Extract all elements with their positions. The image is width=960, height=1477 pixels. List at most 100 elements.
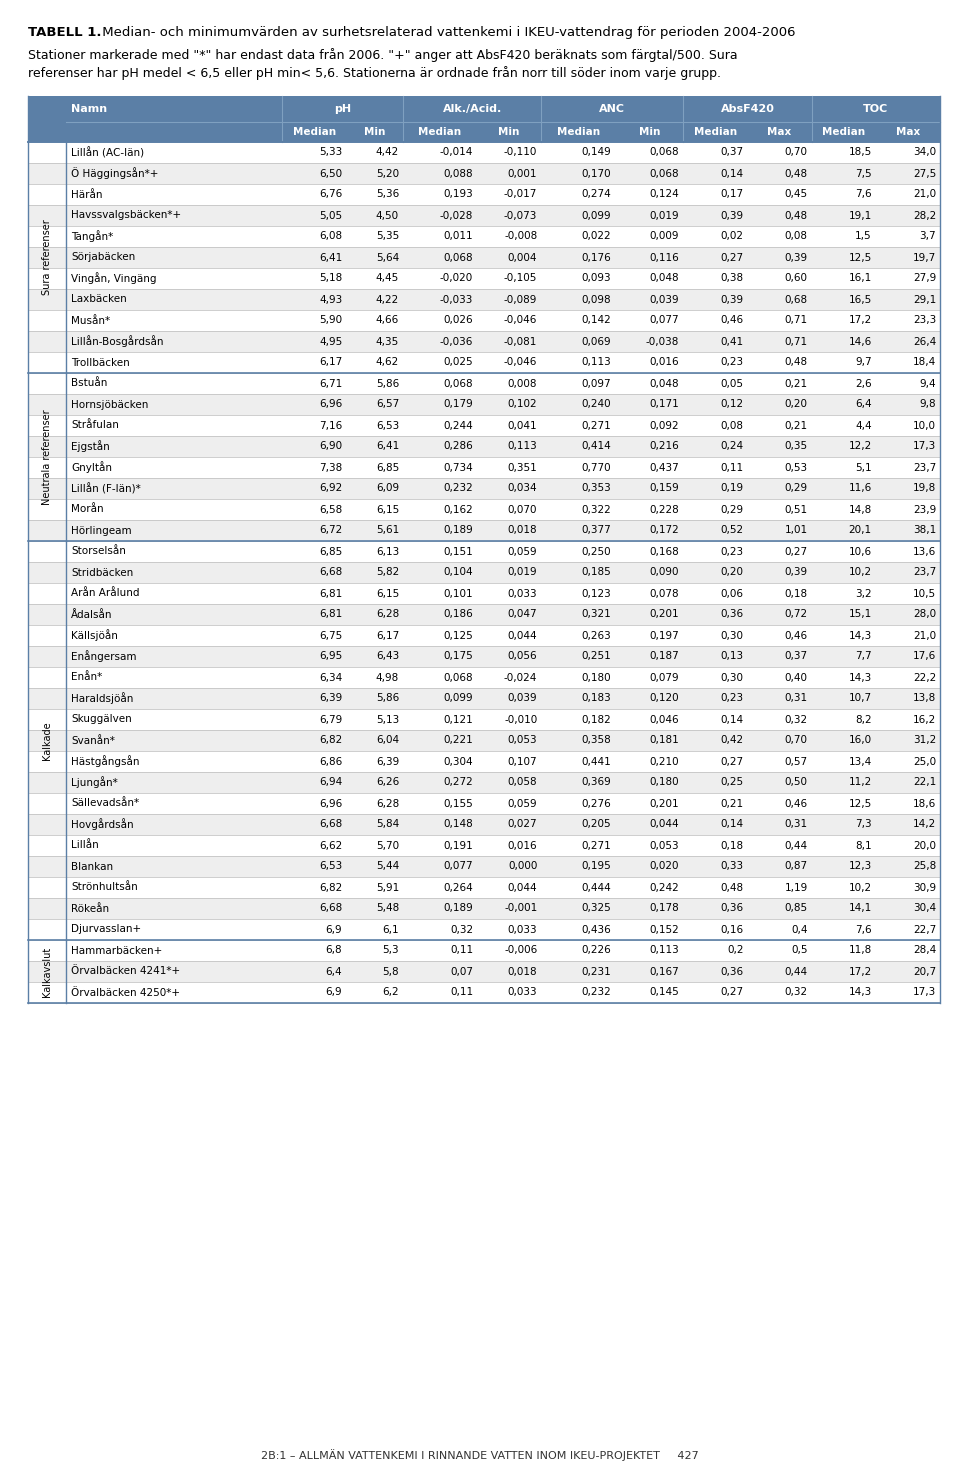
Text: 6,26: 6,26: [375, 777, 399, 787]
Bar: [66, 289, 940, 310]
Text: 0,39: 0,39: [720, 211, 743, 220]
Text: -0,024: -0,024: [504, 672, 538, 682]
Text: 0,079: 0,079: [650, 672, 680, 682]
Text: 0,026: 0,026: [444, 316, 473, 325]
Text: 0,52: 0,52: [720, 526, 743, 536]
Text: 0,099: 0,099: [582, 211, 612, 220]
Text: 0,189: 0,189: [444, 526, 473, 536]
Text: 0,125: 0,125: [444, 631, 473, 641]
Text: Alk./Acid.: Alk./Acid.: [443, 103, 502, 114]
Bar: [66, 374, 940, 394]
Text: 34,0: 34,0: [913, 148, 936, 158]
Text: 0,27: 0,27: [720, 988, 743, 997]
Bar: [28, 750, 66, 772]
Text: 15,1: 15,1: [849, 610, 872, 619]
Text: 0,068: 0,068: [650, 148, 680, 158]
Text: 0,046: 0,046: [650, 715, 680, 725]
Bar: [28, 625, 66, 645]
Text: 0,090: 0,090: [650, 567, 680, 578]
Text: 6,79: 6,79: [319, 715, 342, 725]
Text: -0,010: -0,010: [504, 715, 538, 725]
Text: 6,43: 6,43: [375, 651, 399, 662]
Text: 0,053: 0,053: [508, 736, 538, 746]
Text: 0,159: 0,159: [650, 483, 680, 493]
Text: 27,9: 27,9: [913, 273, 936, 284]
Text: 0,181: 0,181: [650, 736, 680, 746]
Bar: [66, 688, 940, 709]
Text: 0,5: 0,5: [791, 945, 807, 956]
Text: 5,44: 5,44: [375, 861, 399, 871]
Text: 0,21: 0,21: [784, 421, 807, 430]
Text: 21,0: 21,0: [913, 631, 936, 641]
Text: 4,50: 4,50: [376, 211, 399, 220]
Text: 14,2: 14,2: [913, 820, 936, 830]
Bar: [28, 939, 66, 962]
Text: Hornsjöbäcken: Hornsjöbäcken: [71, 399, 149, 409]
Text: 0,068: 0,068: [444, 253, 473, 263]
Text: 0,08: 0,08: [784, 232, 807, 242]
Text: 0,121: 0,121: [444, 715, 473, 725]
Text: Svanån*: Svanån*: [71, 736, 115, 746]
Text: -0,006: -0,006: [504, 945, 538, 956]
Text: 8,2: 8,2: [855, 715, 872, 725]
Text: 20,1: 20,1: [849, 526, 872, 536]
Text: 9,8: 9,8: [920, 399, 936, 409]
Bar: [66, 877, 940, 898]
Text: 0,107: 0,107: [508, 756, 538, 767]
Text: 0,351: 0,351: [508, 462, 538, 473]
Text: 6,09: 6,09: [376, 483, 399, 493]
Text: 7,5: 7,5: [855, 168, 872, 179]
Text: 0,263: 0,263: [582, 631, 612, 641]
Text: 0,53: 0,53: [784, 462, 807, 473]
Text: 0,36: 0,36: [720, 610, 743, 619]
Text: 0,001: 0,001: [508, 168, 538, 179]
Text: 4,35: 4,35: [375, 337, 399, 347]
Text: 0,11: 0,11: [450, 988, 473, 997]
Text: -0,038: -0,038: [646, 337, 680, 347]
Text: 0,304: 0,304: [444, 756, 473, 767]
Text: Namn: Namn: [71, 103, 108, 114]
Text: 16,0: 16,0: [849, 736, 872, 746]
Text: 30,9: 30,9: [913, 882, 936, 892]
Bar: [28, 835, 66, 857]
Text: 0,048: 0,048: [650, 378, 680, 388]
Bar: [66, 456, 940, 479]
Text: 6,57: 6,57: [375, 399, 399, 409]
Text: 0,33: 0,33: [720, 861, 743, 871]
Text: 0,38: 0,38: [720, 273, 743, 284]
Bar: [66, 772, 940, 793]
Bar: [28, 415, 66, 436]
Text: 0,120: 0,120: [650, 694, 680, 703]
Text: 0,216: 0,216: [650, 442, 680, 452]
Text: 0,21: 0,21: [720, 799, 743, 808]
Text: 0,734: 0,734: [444, 462, 473, 473]
Text: 27,5: 27,5: [913, 168, 936, 179]
Text: 0,29: 0,29: [784, 483, 807, 493]
Text: 6,13: 6,13: [375, 546, 399, 557]
Text: 0,116: 0,116: [650, 253, 680, 263]
Text: 1,19: 1,19: [784, 882, 807, 892]
Text: 0,047: 0,047: [508, 610, 538, 619]
Text: 0,004: 0,004: [508, 253, 538, 263]
Bar: [66, 625, 940, 645]
Text: 0,71: 0,71: [784, 316, 807, 325]
Text: 0,19: 0,19: [720, 483, 743, 493]
Text: 0,197: 0,197: [650, 631, 680, 641]
Text: Storselsån: Storselsån: [71, 546, 126, 557]
Text: 0,71: 0,71: [784, 337, 807, 347]
Text: Median: Median: [822, 127, 865, 137]
Text: 4,22: 4,22: [375, 294, 399, 304]
Text: 0,44: 0,44: [784, 840, 807, 851]
Text: 6,82: 6,82: [319, 736, 342, 746]
Text: 0,276: 0,276: [582, 799, 612, 808]
Text: Min: Min: [364, 127, 385, 137]
Bar: [66, 583, 940, 604]
Text: Median: Median: [293, 127, 336, 137]
Text: 0,201: 0,201: [650, 610, 680, 619]
Text: 11,6: 11,6: [849, 483, 872, 493]
Text: 13,6: 13,6: [913, 546, 936, 557]
Text: 0,201: 0,201: [650, 799, 680, 808]
Text: 0,020: 0,020: [650, 861, 680, 871]
Text: 5,18: 5,18: [319, 273, 342, 284]
Text: -0,110: -0,110: [504, 148, 538, 158]
